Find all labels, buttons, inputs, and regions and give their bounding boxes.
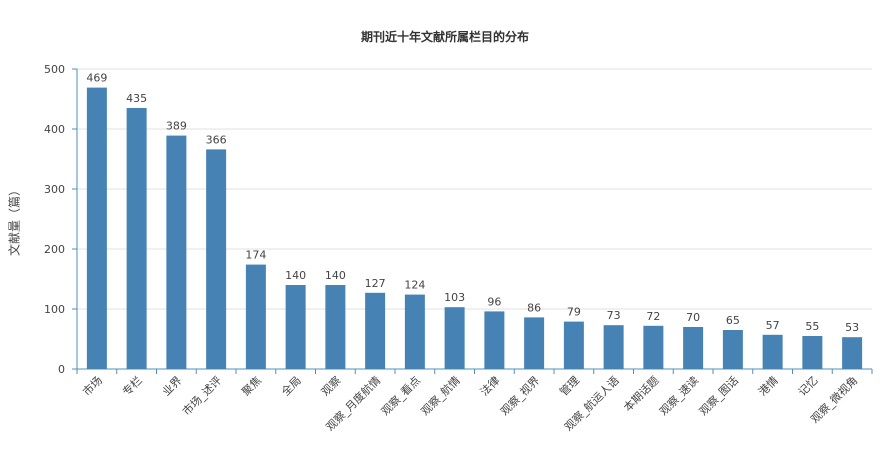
y-tick-label: 300	[44, 183, 65, 196]
bar	[86, 87, 107, 369]
bar	[325, 285, 346, 369]
bar	[285, 285, 306, 369]
data-label: 55	[805, 320, 819, 333]
x-tick-label: 市场	[80, 373, 105, 398]
bar	[126, 108, 147, 369]
data-label: 174	[245, 249, 266, 262]
data-label: 73	[607, 309, 621, 322]
x-tick-label: 记忆	[796, 374, 821, 399]
y-tick-label: 200	[44, 243, 65, 256]
data-label: 86	[527, 301, 541, 314]
data-label: 65	[726, 314, 740, 327]
data-label: 79	[567, 306, 581, 319]
x-tick-label: 观察_航情	[418, 373, 463, 418]
bar	[444, 307, 465, 369]
data-label: 72	[646, 310, 660, 323]
data-label: 469	[86, 72, 107, 85]
bar	[484, 311, 505, 369]
data-label: 57	[766, 319, 780, 332]
data-label: 70	[686, 311, 700, 324]
bar	[245, 264, 266, 369]
x-tick-label: 法律	[477, 373, 502, 398]
chart-title: 期刊近十年文献所属栏目的分布	[360, 30, 529, 44]
bar	[643, 325, 664, 369]
bar	[166, 135, 187, 369]
x-tick-label: 港情	[756, 374, 781, 399]
x-tick-label: 观察_看点	[378, 373, 423, 418]
x-tick-label: 业界	[160, 374, 185, 399]
y-tick-label: 100	[44, 303, 65, 316]
bar	[603, 325, 624, 369]
bar	[404, 294, 425, 369]
data-label: 96	[487, 295, 501, 308]
x-tick-label: 全局	[278, 373, 303, 398]
data-label: 389	[166, 120, 187, 133]
y-tick-label: 0	[58, 363, 65, 376]
x-tick-label: 管理	[557, 373, 582, 398]
x-tick-label: 本期话题	[620, 373, 661, 414]
x-tick-label: 市场_述评	[179, 373, 224, 418]
data-label: 124	[404, 279, 425, 292]
data-label: 103	[444, 291, 465, 304]
bar	[762, 334, 783, 369]
bar	[524, 317, 545, 369]
data-label: 53	[845, 321, 859, 334]
x-tick-label: 专栏	[119, 373, 144, 398]
x-tick-label: 观察	[318, 373, 343, 398]
data-label: 366	[206, 133, 227, 146]
data-label: 140	[285, 269, 306, 282]
bar	[365, 292, 386, 369]
x-tick-label: 聚焦	[239, 374, 264, 399]
x-tick-label: 观察_视界	[497, 373, 542, 418]
bar	[206, 149, 227, 369]
bar	[842, 337, 863, 369]
data-label: 127	[365, 277, 386, 290]
bar	[722, 330, 743, 369]
x-tick-label: 观察_速读	[656, 373, 701, 418]
data-label: 435	[126, 92, 147, 105]
y-tick-label: 400	[44, 123, 65, 136]
bar	[563, 321, 584, 369]
bar	[683, 327, 704, 369]
data-label: 140	[325, 269, 346, 282]
bar	[802, 336, 823, 369]
x-tick-label: 观察_图话	[696, 373, 741, 418]
y-tick-label: 500	[44, 63, 65, 76]
